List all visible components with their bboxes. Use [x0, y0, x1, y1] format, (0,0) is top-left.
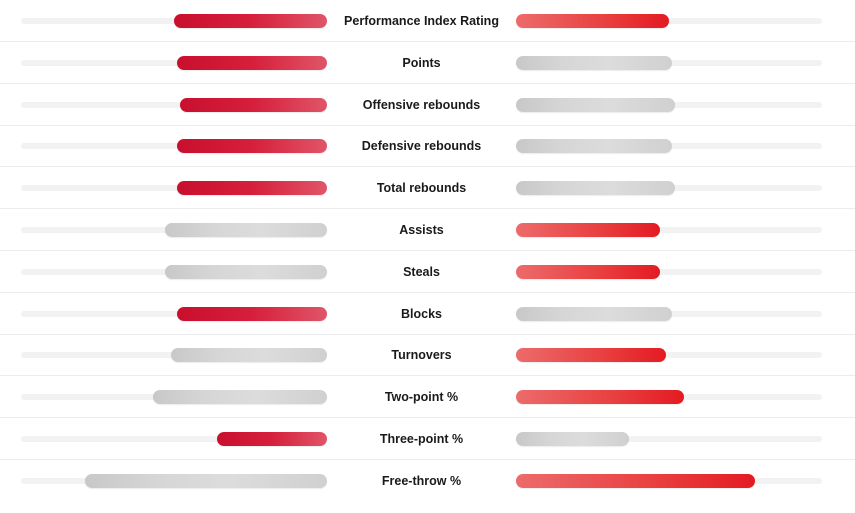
right-team-bar	[516, 55, 672, 70]
stat-row: Defensive rebounds	[0, 125, 855, 168]
stat-row: Performance Index Rating	[0, 0, 855, 42]
stat-label: Points	[402, 55, 441, 70]
row-divider	[0, 375, 855, 377]
right-team-bar	[516, 390, 684, 405]
right-team-bar	[516, 432, 629, 446]
right-team-bar	[516, 14, 669, 28]
stat-row: Points	[0, 42, 855, 84]
left-team-bar	[165, 264, 327, 279]
right-team-bar	[516, 264, 660, 279]
stat-label: Total rebounds	[376, 181, 467, 196]
stat-label: Performance Index Rating	[344, 14, 499, 28]
row-divider	[0, 291, 855, 293]
row-divider	[0, 333, 855, 335]
right-team-bar	[516, 181, 675, 196]
left-team-bar	[177, 181, 327, 196]
right-team-bar	[516, 139, 672, 154]
row-divider	[0, 417, 855, 419]
stat-row: Two-point %	[0, 376, 855, 419]
left-bar-track	[21, 185, 327, 192]
left-team-bar	[177, 306, 327, 321]
right-bar-track	[516, 352, 822, 359]
stat-row: Turnovers	[0, 334, 855, 377]
stat-label: Free-throw %	[381, 473, 462, 488]
row-divider	[0, 166, 855, 168]
right-bar-track	[516, 436, 822, 442]
stat-row: Free-throw %	[0, 460, 855, 502]
stat-label: Three-point %	[379, 432, 464, 446]
row-divider	[0, 208, 855, 210]
left-bar-track	[21, 310, 327, 317]
stat-row: Assists	[0, 209, 855, 251]
stat-row: Steals	[0, 251, 855, 293]
right-bar-track	[516, 268, 822, 275]
stat-label: Defensive rebounds	[361, 139, 482, 154]
right-bar-track	[516, 227, 822, 233]
stat-label: Blocks	[401, 306, 442, 321]
stat-row: Blocks	[0, 293, 855, 335]
left-team-bar	[174, 14, 327, 28]
left-bar-track	[21, 101, 327, 108]
row-divider	[0, 124, 855, 126]
stat-row: Three-point %	[0, 418, 855, 460]
right-team-bar	[516, 223, 660, 237]
left-team-bar	[177, 139, 327, 154]
right-bar-track	[516, 18, 822, 24]
stat-row: Total rebounds	[0, 167, 855, 210]
left-team-bar	[165, 223, 327, 237]
left-team-bar	[85, 473, 327, 488]
row-divider	[0, 459, 855, 460]
row-divider	[0, 250, 855, 251]
left-bar-track	[21, 436, 327, 442]
row-divider	[0, 82, 855, 84]
right-team-bar	[516, 97, 675, 112]
row-divider	[0, 41, 855, 42]
right-team-bar	[516, 348, 666, 363]
left-team-bar	[180, 97, 327, 112]
stat-label: Two-point %	[384, 390, 459, 405]
left-bar-track	[21, 59, 327, 66]
right-team-bar	[516, 306, 672, 321]
stat-label: Turnovers	[391, 348, 452, 363]
stat-label: Assists	[399, 223, 444, 237]
stat-label: Steals	[403, 264, 440, 279]
left-team-bar	[177, 55, 327, 70]
left-team-bar	[217, 432, 327, 446]
stat-label: Offensive rebounds	[362, 97, 481, 112]
left-team-bar	[171, 348, 327, 363]
left-bar-track	[21, 143, 327, 150]
stat-row: Offensive rebounds	[0, 84, 855, 126]
left-team-bar	[153, 390, 327, 405]
right-team-bar	[516, 473, 755, 488]
